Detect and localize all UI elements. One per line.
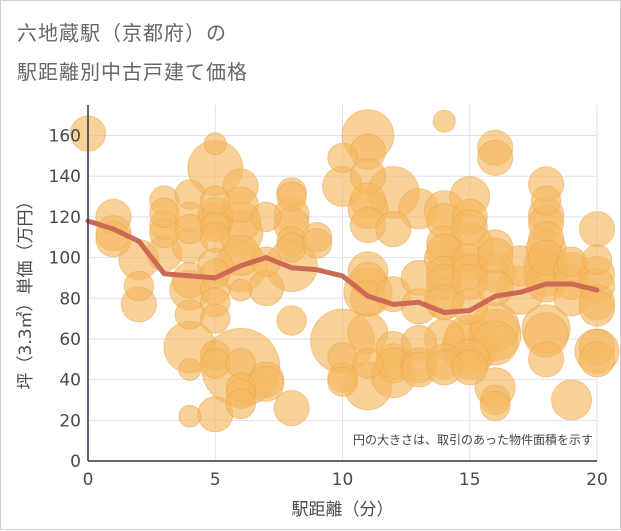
y-tick-label: 20 [59, 411, 81, 431]
data-bubble [479, 390, 511, 422]
data-bubble [375, 211, 412, 248]
data-bubble [203, 132, 227, 156]
data-bubble [451, 349, 488, 386]
data-bubble [229, 278, 253, 302]
data-bubble [123, 270, 155, 302]
chart-title-line-1: 六地蔵駅（京都府）の [17, 21, 227, 45]
y-tick-label: 140 [49, 167, 81, 187]
axes [87, 105, 597, 462]
y-tick-label: 40 [59, 371, 81, 391]
y-tick-label: 60 [59, 330, 81, 350]
data-bubble [578, 341, 616, 378]
x-tick-label: 0 [83, 470, 94, 490]
data-bubble [174, 213, 206, 245]
y-tick-label: 160 [49, 127, 81, 147]
data-bubble [276, 181, 307, 212]
y-tick-label: 120 [49, 208, 81, 228]
chart-title-line-2: 駅距離別中古戸建て価格 [17, 60, 248, 84]
data-bubble [276, 305, 307, 336]
data-bubble [556, 246, 587, 277]
data-bubble [327, 366, 358, 397]
data-bubble [477, 237, 514, 274]
data-bubble [178, 404, 202, 428]
data-bubble [273, 390, 310, 427]
x-tick-label: 15 [459, 470, 481, 490]
x-tick-label: 10 [332, 470, 354, 490]
data-bubble [581, 244, 613, 275]
data-bubble [551, 379, 593, 421]
tick-labels: 0 20 40 60 80 100 120 140 160 0 5 10 15 20 [49, 127, 608, 490]
data-bubble [200, 303, 231, 334]
data-bubble [174, 299, 206, 330]
data-bubble [149, 197, 180, 229]
data-bubble [178, 357, 202, 381]
x-tick-label: 5 [210, 470, 221, 490]
data-bubble [530, 185, 562, 216]
y-tick-label: 80 [59, 289, 81, 309]
data-bubble [477, 139, 514, 176]
x-tick-label: 20 [586, 470, 608, 490]
x-axis-label: 駅距離（分） [292, 500, 394, 520]
data-bubble [250, 201, 282, 233]
bubble-layer [69, 109, 620, 433]
data-bubble [225, 388, 256, 420]
size-legend-note: 円の大きさは、取引のあった物件面積を示す [353, 432, 593, 447]
data-bubble [301, 228, 333, 259]
y-tick-label: 100 [49, 249, 81, 269]
y-axis-label: 坪（3.3㎡）単価（万円） [16, 192, 36, 389]
y-tick-label: 0 [70, 452, 81, 472]
data-bubble [200, 222, 231, 253]
data-bubble [451, 288, 488, 325]
data-bubble [528, 341, 565, 378]
data-bubble [578, 211, 616, 248]
data-bubble [200, 185, 231, 216]
data-bubble [352, 348, 384, 379]
trend-line [85, 218, 600, 315]
data-bubble [432, 109, 456, 133]
data-bubble [327, 142, 358, 174]
data-bubble [578, 290, 616, 327]
